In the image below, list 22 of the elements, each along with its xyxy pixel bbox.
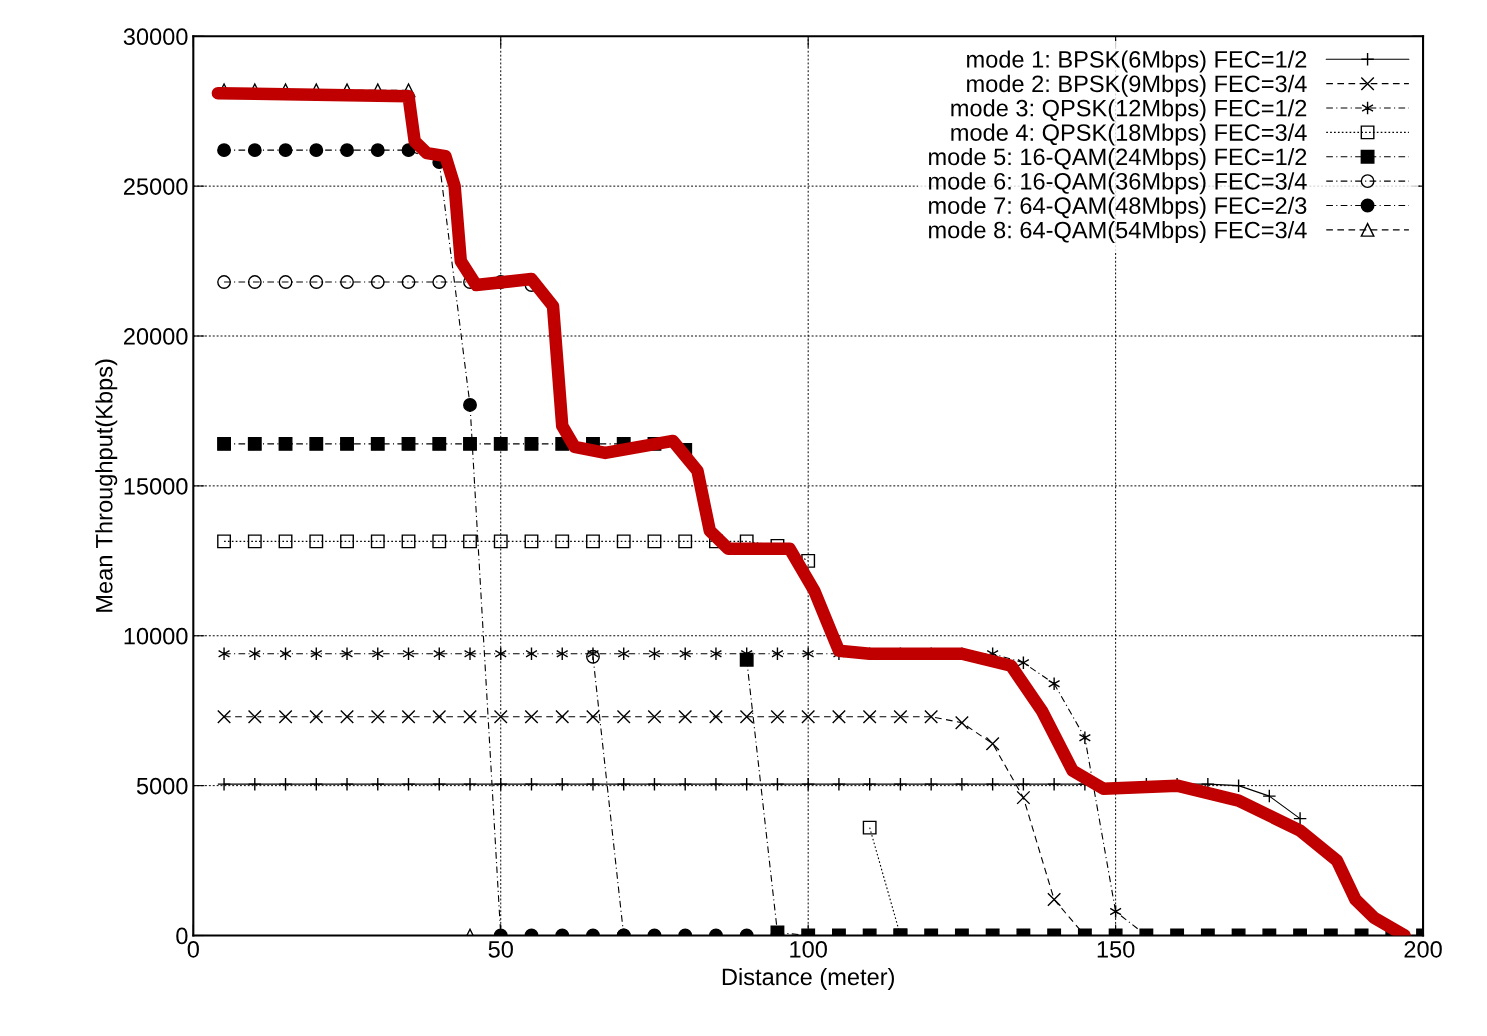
x-tick-label: 100	[790, 940, 827, 958]
x-tick-label: 0	[187, 940, 199, 958]
y-tick-label: 5000	[136, 777, 188, 795]
y-tick-label: 0	[176, 927, 188, 945]
x-tick-label: 150	[1097, 940, 1135, 958]
legend-label: mode 6: 16-QAM(36Mbps) FEC=3/4	[929, 172, 1307, 195]
x-tick-label: 50	[488, 940, 513, 958]
y-tick-label: 20000	[123, 328, 188, 345]
legend-label: mode 4: QPSK(18Mbps) FEC=3/4	[951, 123, 1307, 146]
legend-label: mode 1: BPSK(6Mbps) FEC=1/2	[967, 50, 1307, 73]
legend-label: mode 3: QPSK(12Mbps) FEC=1/2	[951, 99, 1307, 122]
y-tick-label: 10000	[124, 627, 188, 645]
x-axis-title: Distance (meter)	[722, 967, 894, 990]
legend-label: mode 2: BPSK(9Mbps) FEC=3/4	[967, 74, 1307, 97]
legend-label: mode 8: 64-QAM(54Mbps) FEC=3/4	[929, 221, 1307, 244]
legend-label: mode 7: 64-QAM(48Mbps) FEC=2/3	[929, 196, 1307, 219]
y-axis-title: Mean Throughput(Kbps)	[95, 359, 118, 612]
x-tick-label: 200	[1404, 940, 1442, 958]
legend-label: mode 5: 16-QAM(24Mbps) FEC=1/2	[929, 147, 1307, 170]
y-tick-label: 25000	[123, 178, 188, 195]
y-tick-label: 30000	[123, 28, 188, 46]
y-tick-label: 15000	[124, 477, 188, 495]
